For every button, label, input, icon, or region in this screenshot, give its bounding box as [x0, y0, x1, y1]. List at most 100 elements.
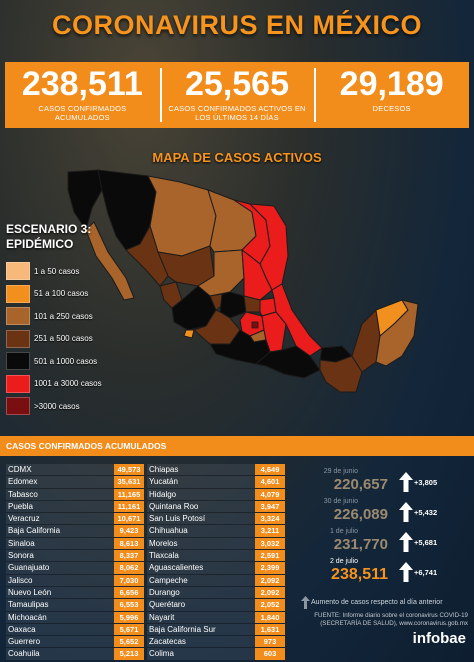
state-name: Sonora: [8, 551, 34, 560]
table-row: Chiapas 4,649: [147, 464, 285, 476]
state-name: Tamaulipas: [8, 600, 48, 609]
case-count: 2,092: [255, 575, 285, 586]
stat-label: CASOS CONFIRMADOS ACUMULADOS: [5, 104, 160, 122]
state-name: Oaxaca: [8, 625, 36, 634]
state-name: CDMX: [8, 465, 32, 474]
trend-value: 220,657: [334, 476, 388, 493]
stat-accumulated: 238,511 CASOS CONFIRMADOS ACUMULADOS: [5, 62, 160, 128]
stat-value: 238,511: [5, 64, 160, 104]
legend-swatch: [6, 397, 30, 415]
state-name: Guerrero: [8, 637, 40, 646]
state-name: Tabasco: [8, 490, 38, 499]
state-name: Edomex: [8, 477, 37, 486]
legend-item: 1001 a 3000 casos: [6, 373, 102, 396]
case-count: 1,631: [255, 624, 285, 635]
page-title: CORONAVIRUS EN MÉXICO: [0, 10, 474, 41]
table-row: Yucatán 4,601: [147, 476, 285, 488]
case-count: 2,092: [255, 587, 285, 598]
case-count: 603: [255, 648, 285, 659]
table-row: Baja California 9,423: [6, 525, 144, 537]
state-name: Morelos: [149, 539, 177, 548]
trend-value: 226,089: [334, 506, 388, 523]
table-row: Chihuahua 3,211: [147, 525, 285, 537]
trend-list: 29 de junio 220,657 +3,805 30 de junio 226,0…: [296, 466, 468, 586]
state-name: Hidalgo: [149, 490, 176, 499]
stats-bar: 238,511 CASOS CONFIRMADOS ACUMULADOS 25,…: [5, 62, 469, 128]
trend-value: 231,770: [334, 536, 388, 553]
state-name: Nuevo León: [8, 588, 51, 597]
table-row: Oaxaca 5,671: [6, 624, 144, 636]
cases-header-label: CASOS CONFIRMADOS ACUMULADOS: [6, 441, 166, 451]
state-chihuahua: [148, 176, 216, 256]
state-name: Coahuila: [8, 649, 40, 658]
scenario-line1: ESCENARIO 3:: [6, 222, 91, 237]
map-legend: 1 a 50 casos 51 a 100 casos 101 a 250 caso…: [6, 260, 102, 418]
source-line2: (SECRETARÍA DE SALUD), www.coronavirus.g…: [298, 620, 468, 628]
state-name: Chiapas: [149, 465, 178, 474]
stat-deaths: 29,189 DECESOS: [314, 62, 469, 128]
trend-delta: +5,681: [414, 538, 437, 547]
state-name: Colima: [149, 649, 174, 658]
state-colima: [184, 330, 194, 338]
trend-delta: +6,741: [414, 568, 437, 577]
legend-item: 251 a 500 casos: [6, 328, 102, 351]
legend-label: 501 a 1000 casos: [34, 357, 97, 366]
trend-row: 2 de julio 238,511 +6,741: [296, 556, 468, 586]
table-row: Durango 2,092: [147, 587, 285, 599]
infobae-logo: infobae: [413, 630, 466, 647]
state-name: Durango: [149, 588, 180, 597]
table-row: Tamaulipas 6,553: [6, 599, 144, 611]
case-count: 7,030: [114, 575, 144, 586]
legend-item: 51 a 100 casos: [6, 283, 102, 306]
stat-label: CASOS CONFIRMADOS ACTIVOS EN LOS ÚLTIMOS…: [160, 104, 315, 122]
case-count: 5,213: [114, 648, 144, 659]
table-row: Baja California Sur 1,631: [147, 624, 285, 636]
legend-title: ESCENARIO 3: EPIDÉMICO: [6, 222, 91, 252]
legend-swatch: [6, 307, 30, 325]
state-cdmx: [252, 322, 258, 328]
table-row: Guanajuato 8,062: [6, 562, 144, 574]
table-row: Colima 603: [147, 648, 285, 660]
case-count: 6,656: [114, 587, 144, 598]
table-row: Nuevo León 6,656: [6, 587, 144, 599]
trend-row: 29 de junio 220,657 +3,805: [296, 466, 468, 496]
case-count: 8,337: [114, 550, 144, 561]
up-arrow-icon: [399, 502, 413, 522]
case-count: 2,052: [255, 599, 285, 610]
state-name: Jalisco: [8, 576, 32, 585]
table-row: Jalisco 7,030: [6, 575, 144, 587]
legend-item: 101 a 250 casos: [6, 305, 102, 328]
table-row: Campeche 2,092: [147, 575, 285, 587]
case-count: 5,652: [114, 636, 144, 647]
table-row: Michoacán 5,996: [6, 612, 144, 624]
state-name: Michoacán: [8, 613, 47, 622]
up-arrow-icon: [399, 532, 413, 552]
state-name: Sinaloa: [8, 539, 35, 548]
legend-label: 1 a 50 casos: [34, 267, 79, 276]
state-name: Campeche: [149, 576, 188, 585]
case-count: 4,601: [255, 476, 285, 487]
legend-item: 1 a 50 casos: [6, 260, 102, 283]
table-row: Puebla 11,161: [6, 501, 144, 513]
state-name: San Luis Potosí: [149, 514, 205, 523]
trend-delta: +3,805: [414, 478, 437, 487]
up-arrow-icon: [399, 562, 413, 582]
legend-item: >3000 casos: [6, 395, 102, 418]
legend-item: 501 a 1000 casos: [6, 350, 102, 373]
table-row: Hidalgo 4,079: [147, 489, 285, 501]
up-arrow-icon: [399, 472, 413, 492]
case-count: 5,671: [114, 624, 144, 635]
table-row: Guerrero 5,652: [6, 636, 144, 648]
cases-header: CASOS CONFIRMADOS ACUMULADOS: [0, 436, 474, 456]
case-count: 973: [255, 636, 285, 647]
case-count: 2,399: [255, 562, 285, 573]
table-row: Coahuila 5,213: [6, 648, 144, 660]
table-row: Nayarit 1,840: [147, 612, 285, 624]
case-count: 10,671: [114, 513, 144, 524]
trend-value: 238,511: [331, 566, 388, 584]
table-row: Querétaro 2,052: [147, 599, 285, 611]
state-name: Zacatecas: [149, 637, 186, 646]
source-line1: FUENTE: Informe diario sobre el coronavi…: [298, 612, 468, 620]
case-count: 6,553: [114, 599, 144, 610]
case-count: 3,032: [255, 538, 285, 549]
